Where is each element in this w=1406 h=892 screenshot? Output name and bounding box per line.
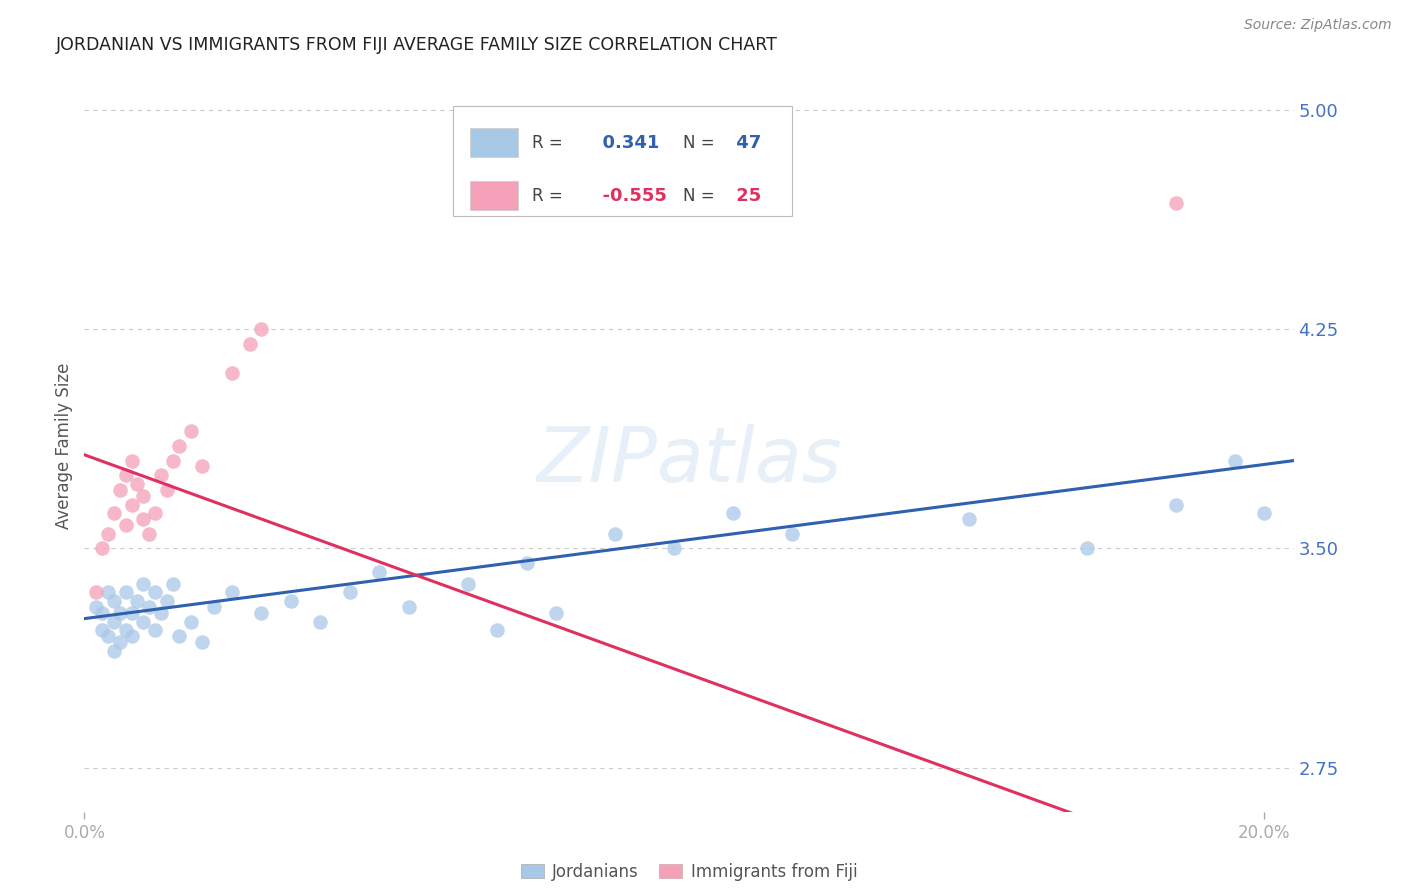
Point: [339, 585, 361, 599]
Point: [486, 624, 509, 638]
Point: [143, 624, 166, 638]
Text: N =: N =: [683, 134, 714, 152]
Point: [546, 606, 568, 620]
Point: [156, 594, 179, 608]
Point: [309, 615, 332, 629]
Point: [221, 585, 243, 599]
Point: [1164, 498, 1187, 512]
Point: [91, 541, 114, 556]
Point: [108, 483, 131, 497]
Point: [664, 541, 686, 556]
Point: [202, 599, 225, 614]
Point: [180, 615, 202, 629]
Point: [191, 459, 214, 474]
Point: [114, 624, 136, 638]
Point: [127, 594, 149, 608]
Point: [138, 599, 160, 614]
Text: R =: R =: [531, 186, 562, 205]
Point: [132, 489, 155, 503]
Point: [957, 512, 980, 526]
Y-axis label: Average Family Size: Average Family Size: [55, 363, 73, 529]
Point: [162, 453, 184, 467]
Point: [97, 629, 120, 643]
Legend: Jordanians, Immigrants from Fiji: Jordanians, Immigrants from Fiji: [515, 856, 863, 888]
Point: [108, 635, 131, 649]
Point: [97, 585, 120, 599]
FancyBboxPatch shape: [470, 128, 519, 157]
Text: -0.555: -0.555: [589, 186, 666, 205]
Point: [84, 599, 107, 614]
Point: [84, 585, 107, 599]
Point: [103, 506, 125, 520]
Point: [238, 336, 260, 351]
Point: [103, 594, 125, 608]
Point: [114, 468, 136, 483]
Point: [250, 606, 273, 620]
Point: [457, 576, 479, 591]
Point: [143, 585, 166, 599]
Point: [103, 644, 125, 658]
Point: [97, 526, 120, 541]
Point: [143, 506, 166, 520]
Text: 25: 25: [730, 186, 761, 205]
Text: JORDANIAN VS IMMIGRANTS FROM FIJI AVERAGE FAMILY SIZE CORRELATION CHART: JORDANIAN VS IMMIGRANTS FROM FIJI AVERAG…: [56, 36, 778, 54]
Point: [121, 498, 143, 512]
Point: [191, 635, 214, 649]
Point: [1223, 453, 1246, 467]
Point: [108, 606, 131, 620]
FancyBboxPatch shape: [453, 106, 792, 216]
Point: [91, 606, 114, 620]
Point: [121, 453, 143, 467]
Point: [1164, 196, 1187, 211]
Point: [114, 518, 136, 533]
Point: [121, 606, 143, 620]
Point: [516, 556, 538, 570]
Point: [91, 624, 114, 638]
Point: [150, 606, 173, 620]
Point: [162, 576, 184, 591]
Point: [280, 594, 302, 608]
Point: [1253, 506, 1275, 520]
Point: [121, 629, 143, 643]
Point: [132, 615, 155, 629]
Point: [132, 576, 155, 591]
Point: [114, 585, 136, 599]
Text: 0.341: 0.341: [589, 134, 659, 152]
Point: [221, 366, 243, 380]
Point: [780, 526, 803, 541]
Point: [127, 477, 149, 491]
Point: [368, 565, 391, 579]
FancyBboxPatch shape: [470, 181, 519, 211]
Point: [132, 512, 155, 526]
Text: 47: 47: [730, 134, 761, 152]
Point: [721, 506, 744, 520]
Text: R =: R =: [531, 134, 562, 152]
Text: N =: N =: [683, 186, 714, 205]
Text: ZIPatlas: ZIPatlas: [536, 424, 842, 498]
Point: [138, 526, 160, 541]
Point: [150, 468, 173, 483]
Point: [398, 599, 420, 614]
Point: [167, 439, 190, 453]
Point: [250, 322, 273, 336]
Point: [167, 629, 190, 643]
Point: [103, 615, 125, 629]
Point: [1076, 541, 1098, 556]
Text: Source: ZipAtlas.com: Source: ZipAtlas.com: [1244, 18, 1392, 32]
Point: [605, 526, 627, 541]
Point: [180, 425, 202, 439]
Point: [156, 483, 179, 497]
